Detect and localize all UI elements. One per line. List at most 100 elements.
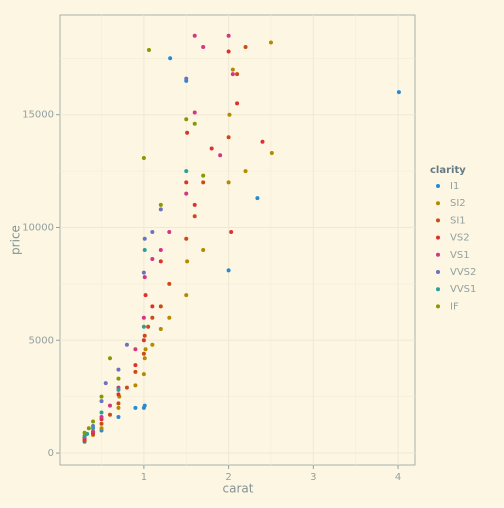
point — [150, 257, 155, 262]
point — [192, 110, 197, 115]
point — [116, 405, 121, 410]
point — [158, 248, 163, 253]
point — [226, 135, 231, 140]
point — [185, 130, 190, 135]
point — [116, 414, 121, 419]
point — [141, 156, 146, 161]
x-axis-label: carat — [223, 482, 254, 496]
point — [396, 90, 401, 95]
point — [141, 372, 146, 377]
point — [158, 326, 163, 331]
point — [158, 207, 163, 212]
y-tick-label: 15000 — [22, 110, 54, 121]
legend-key — [436, 201, 440, 206]
point — [218, 153, 223, 158]
point — [192, 121, 197, 126]
plot-panel — [59, 14, 416, 466]
x-tick-label: 4 — [395, 472, 401, 483]
y-tick-label: 10000 — [22, 222, 54, 233]
point — [142, 248, 147, 253]
point — [103, 381, 108, 386]
legend-label: SI2 — [450, 198, 466, 209]
point — [107, 403, 112, 408]
point — [184, 76, 189, 81]
point — [141, 270, 146, 275]
legend-label: VS2 — [450, 233, 470, 244]
point — [99, 410, 104, 415]
point — [116, 387, 121, 392]
point — [150, 304, 155, 309]
point — [226, 49, 231, 54]
point — [158, 202, 163, 207]
point — [184, 180, 189, 185]
legend-key — [436, 184, 440, 188]
point — [209, 146, 214, 151]
point — [141, 351, 146, 356]
point — [243, 45, 248, 50]
point — [184, 117, 189, 122]
y-tick-label: 0 — [48, 448, 54, 459]
point — [142, 403, 147, 408]
point — [116, 392, 121, 397]
point — [235, 101, 240, 106]
point — [116, 367, 121, 372]
legend-label: I1 — [450, 181, 459, 192]
point — [91, 426, 96, 431]
point — [167, 281, 172, 286]
point — [141, 315, 146, 320]
point — [107, 356, 112, 361]
point — [201, 248, 206, 253]
point — [82, 430, 87, 435]
legend-key — [436, 304, 440, 309]
legend-key — [436, 270, 440, 274]
point — [255, 196, 260, 201]
point — [142, 356, 147, 361]
point — [192, 33, 197, 38]
point — [192, 202, 197, 207]
point — [184, 191, 189, 196]
point — [226, 268, 231, 273]
x-tick-label: 3 — [310, 472, 316, 483]
legend-label: VS1 — [450, 250, 470, 261]
point — [184, 293, 189, 298]
point — [184, 169, 189, 174]
point — [133, 363, 138, 368]
legend-label: IF — [450, 301, 459, 312]
x-tick-label: 1 — [141, 472, 147, 483]
legend-key — [436, 235, 440, 240]
legend-title: clarity — [430, 165, 466, 176]
point — [141, 324, 146, 329]
x-tick-label: 2 — [225, 472, 231, 483]
point — [227, 112, 232, 117]
point — [91, 419, 96, 424]
point — [167, 315, 172, 320]
point — [158, 304, 163, 309]
point — [146, 47, 151, 52]
point — [184, 236, 189, 241]
point — [226, 33, 231, 38]
point — [99, 426, 104, 431]
point — [107, 412, 112, 417]
point — [124, 385, 129, 390]
point — [269, 151, 274, 156]
point — [133, 405, 138, 410]
point — [201, 173, 206, 178]
point — [116, 376, 121, 381]
point — [229, 229, 234, 234]
point — [143, 293, 148, 298]
point — [185, 259, 190, 264]
legend-label: VVS2 — [450, 267, 476, 278]
legend-key — [436, 287, 440, 292]
point — [116, 401, 121, 406]
y-axis-label: price — [9, 225, 23, 255]
legend-label: VVS1 — [450, 284, 476, 295]
point — [141, 338, 146, 343]
point — [133, 383, 138, 388]
point — [150, 315, 155, 320]
point — [268, 40, 273, 45]
y-tick-label: 5000 — [29, 335, 54, 346]
point — [99, 414, 104, 419]
point — [142, 236, 147, 241]
point — [143, 347, 148, 352]
